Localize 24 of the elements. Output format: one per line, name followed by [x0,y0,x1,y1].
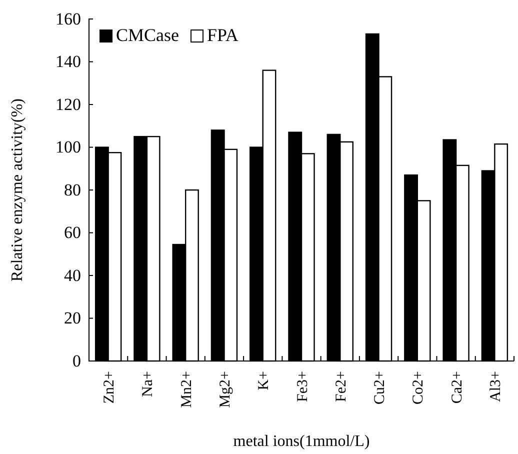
y-tick-label: 20 [64,308,81,328]
y-tick-label: 140 [56,52,81,72]
x-tick-label: Fe2+ [333,371,350,402]
legend-label: CMCase [116,25,180,45]
y-axis-title: Relative enzyme activity(%) [9,98,26,282]
x-tick-label: Na+ [140,371,156,397]
x-tick-label: K+ [256,371,272,390]
y-tick-label: 60 [64,223,81,242]
x-tick-label: Ca2+ [449,371,466,404]
y-tick-label: 120 [56,94,81,114]
y-tick-label: 0 [72,351,81,370]
y-tick-label: 80 [64,180,81,200]
y-tick-label: 40 [64,266,81,285]
x-axis-title: metal ions(1mmol/L) [233,433,370,450]
y-tick-label: 160 [56,9,81,28]
x-tick-label: Mg2+ [217,371,234,408]
x-tick-label: Al3+ [488,371,504,402]
y-tick-label: 100 [56,138,81,157]
x-tick-label: Fe3+ [294,371,311,402]
legend-label: FPA [207,25,238,45]
x-tick-label: Cu2+ [372,371,388,404]
x-tick-label: Zn2+ [102,371,118,404]
x-tick-label: Mn2+ [178,371,195,408]
x-tick-label: Co2+ [410,371,427,404]
